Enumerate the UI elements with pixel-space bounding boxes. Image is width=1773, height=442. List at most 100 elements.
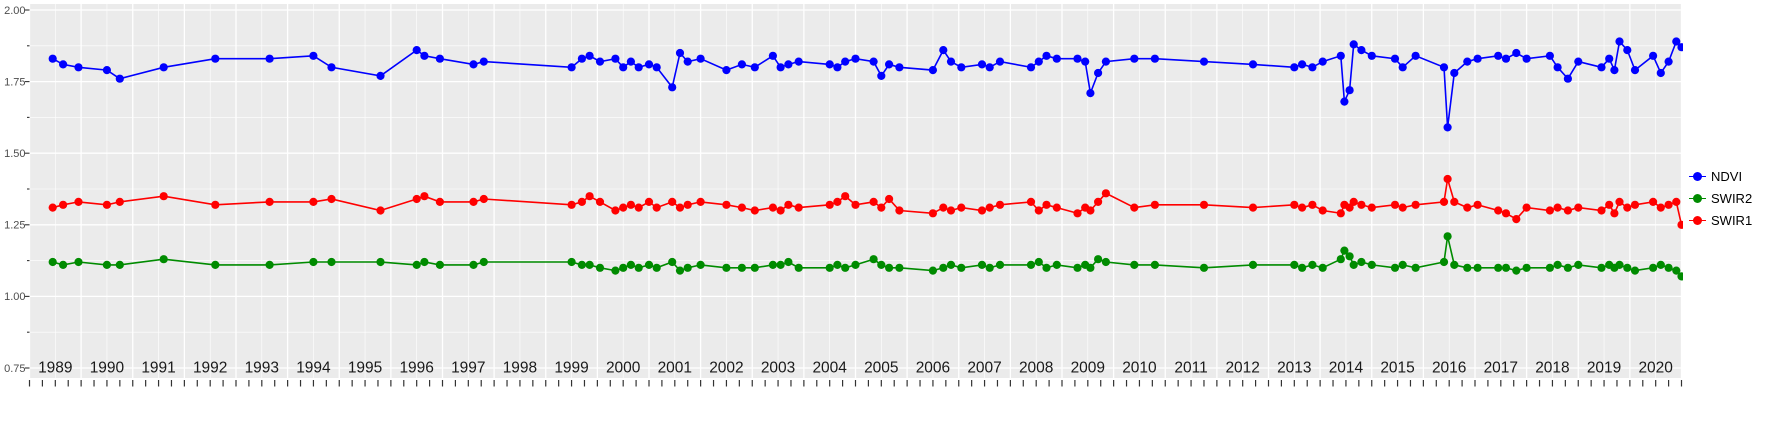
data-point	[928, 66, 938, 75]
data-point	[1439, 257, 1449, 267]
data-point	[1473, 263, 1482, 272]
data-point	[1439, 63, 1449, 72]
data-point	[895, 63, 904, 72]
data-point	[115, 197, 124, 206]
data-point	[619, 203, 628, 212]
data-point	[1336, 255, 1345, 264]
data-point	[977, 206, 987, 215]
data-point	[696, 54, 705, 63]
data-point	[1677, 220, 1683, 229]
data-point	[435, 54, 444, 63]
data-point	[1411, 200, 1420, 209]
x-tick-label: 2004	[812, 360, 847, 377]
data-point	[1357, 200, 1366, 209]
data-point	[1450, 260, 1459, 269]
y-tick-label: 1.25	[4, 220, 25, 232]
x-tick-label: 2015	[1380, 360, 1414, 377]
data-point	[957, 203, 966, 212]
data-point	[1522, 54, 1531, 63]
data-point	[469, 197, 478, 206]
data-point	[1656, 260, 1665, 269]
data-point	[1094, 68, 1103, 78]
data-point	[939, 46, 948, 55]
x-tick-label: 2000	[606, 360, 641, 377]
data-point	[1574, 260, 1583, 269]
data-point	[833, 63, 842, 72]
data-point	[1034, 257, 1043, 267]
data-point	[737, 203, 747, 212]
data-point	[841, 263, 850, 272]
y-tick-label: 1.50	[4, 148, 25, 160]
data-point	[1345, 252, 1354, 261]
data-point	[1086, 206, 1095, 215]
data-point	[611, 206, 620, 215]
data-point	[1086, 89, 1095, 98]
x-tick-label: 2013	[1277, 360, 1311, 377]
data-point	[1605, 200, 1614, 209]
data-point	[1290, 260, 1299, 269]
data-point	[626, 57, 636, 66]
data-point	[1512, 266, 1521, 275]
data-point	[1623, 263, 1632, 272]
data-point	[567, 63, 576, 72]
legend-key-swir2-icon	[1688, 189, 1707, 208]
data-point	[1439, 197, 1449, 206]
data-point	[1248, 203, 1258, 212]
data-point	[577, 197, 587, 206]
data-point	[1553, 260, 1562, 269]
y-tick-label: 1.00	[4, 291, 25, 303]
data-point	[722, 66, 731, 75]
data-point	[784, 60, 793, 69]
data-point	[1130, 54, 1139, 63]
data-point	[1545, 206, 1554, 215]
data-point	[1086, 263, 1095, 272]
data-point	[265, 197, 274, 206]
data-point	[74, 63, 83, 72]
data-point	[1308, 200, 1317, 209]
data-point	[885, 60, 894, 69]
data-point	[995, 57, 1005, 66]
x-axis-labels: 1989 1990 1991 1992 1993 1994 1995 1996 1997 1998…	[38, 360, 1673, 377]
data-point	[1443, 174, 1452, 184]
data-point	[1101, 257, 1110, 267]
data-point	[1340, 246, 1349, 255]
data-point	[1298, 203, 1307, 212]
data-point	[48, 54, 57, 63]
legend-key-swir1-icon	[1688, 211, 1707, 230]
data-point	[265, 54, 274, 63]
data-point	[776, 260, 785, 269]
data-point	[851, 54, 860, 63]
data-point	[722, 200, 731, 209]
data-point	[1336, 209, 1345, 218]
data-point	[1290, 63, 1299, 72]
data-point	[1574, 203, 1583, 212]
data-point	[211, 260, 220, 269]
data-point	[1672, 37, 1681, 46]
data-point	[1390, 54, 1400, 63]
data-point	[1545, 51, 1554, 60]
data-point	[825, 60, 834, 69]
data-point	[833, 197, 842, 206]
data-point	[309, 51, 318, 60]
data-point	[1318, 57, 1327, 66]
data-point	[1677, 272, 1683, 281]
data-point	[1450, 68, 1459, 78]
data-point	[59, 200, 68, 209]
x-tick-label: 1996	[399, 360, 433, 377]
data-point	[1615, 197, 1624, 206]
data-point	[683, 200, 692, 209]
data-point	[435, 197, 444, 206]
series-swir2	[48, 232, 1683, 281]
data-point	[1367, 51, 1376, 60]
data-point	[309, 197, 318, 206]
data-point	[995, 200, 1005, 209]
legend-label-ndvi: NDVI	[1711, 169, 1743, 184]
data-point	[1512, 48, 1521, 58]
data-point	[102, 260, 111, 269]
data-point	[595, 197, 605, 206]
data-point	[1073, 263, 1082, 272]
series-swir1	[48, 174, 1683, 229]
data-point	[946, 260, 956, 269]
data-point	[1398, 203, 1407, 212]
